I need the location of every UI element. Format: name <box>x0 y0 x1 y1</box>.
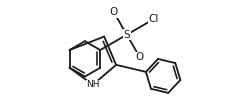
Text: NH: NH <box>86 80 100 89</box>
Text: Cl: Cl <box>148 14 159 24</box>
Text: O: O <box>110 7 118 17</box>
Text: S: S <box>124 30 130 40</box>
Text: O: O <box>136 52 144 62</box>
